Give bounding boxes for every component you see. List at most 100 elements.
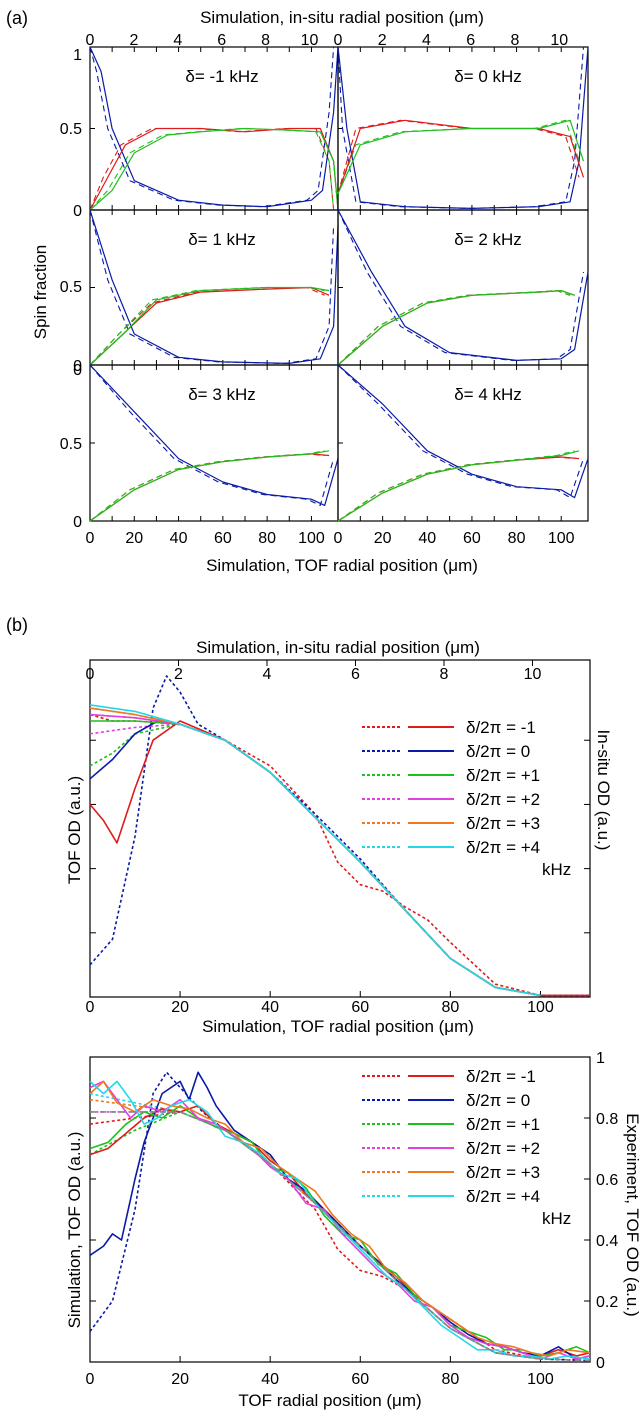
panel-a-top-tick-label: 6 [217,32,226,49]
od-bottom-tick-label: 0 [86,999,95,1016]
spin-green-line [89,286,330,366]
panel-b-bottom-y-right-label: Experiment, TOF OD (a.u.) [623,1113,640,1316]
panel-a-bottom-tick-label: 0 [334,530,343,547]
spin-green-line [337,290,575,366]
panel-a-y-tick-label: 0 [73,203,82,220]
panel-a-top-tick-label: 8 [261,32,270,49]
panel-b-top-axis-label: Simulation, in-situ radial position (μm) [196,638,480,657]
spin-blue-dashed [337,46,585,209]
panel-a-bottom-axis-label: Simulation, TOF radial position (μm) [206,556,478,575]
spin-red-dashed [337,119,580,194]
panel-a-label: (a) [6,8,28,28]
panel-a-y-tick-label: 0.5 [60,121,82,138]
exp-bottom-tick-label: 0 [86,1371,95,1388]
panel-a-bottom-tick-label: 20 [125,530,143,547]
spin-red-line [89,127,339,211]
subplot-title: δ= 4 kHz [454,385,522,404]
od-bottom-tick-label: 60 [351,999,369,1016]
spin-subplot [89,364,339,522]
subplot-title: δ= 0 kHz [454,67,522,86]
od-top-tick-label: 4 [263,666,272,683]
od-top-tick-label: 0 [86,666,95,683]
spin-blue-line [89,364,339,506]
panel-a-top-tick-label: 6 [466,32,475,49]
od-legend-label: δ/2π = +2 [466,790,540,809]
od-legend-label: δ/2π = +4 [466,838,540,857]
exp-series-orange-solid [89,1080,591,1357]
panel-a-top-tick-label: 2 [129,32,138,49]
panel-b-bottom-x-label: TOF radial position (μm) [238,1391,421,1410]
subplot-title: δ= 1 kHz [188,230,256,249]
spin-red-dashed [89,286,325,366]
panel-a-top-tick-label: 0 [334,32,343,49]
od-top-tick-label: 6 [351,666,360,683]
od-top-tick-label: 2 [174,666,183,683]
exp-series-cyan-dotted [89,1092,541,1360]
od-bottom-tick-label: 100 [527,999,554,1016]
exp-right-tick-label: 0.8 [596,1111,618,1128]
spin-blue-dashed [89,364,335,506]
od-legend-label: δ/2π = 0 [466,742,530,761]
od-legend-unit: kHz [542,860,571,879]
spin-green-dashed [89,286,325,366]
spin-red-line [337,119,585,194]
exp-legend-label: δ/2π = 0 [466,1091,530,1110]
panel-a-top-tick-label: 2 [378,32,387,49]
spin-red-dashed [89,127,335,211]
spin-blue-dashed [337,364,585,499]
od-legend-label: δ/2π = -1 [466,718,536,737]
od-frame [89,659,591,998]
spin-blue-line [89,46,339,208]
spin-green-dashed [89,450,325,522]
od-plot [89,659,591,998]
od-series-green-solid [90,720,541,997]
od-series-magenta-dotted [89,723,541,997]
panel-a-bottom-tick-label: 80 [508,530,526,547]
panel-a-y-tick-label: 1 [73,47,82,64]
spin-green-dashed [89,127,335,211]
spin-green-line [89,127,339,211]
spin-green-line [337,450,580,522]
panel-a-bottom-tick-label: 40 [170,530,188,547]
panel-a-top-tick-label: 0 [86,32,95,49]
panel-a-y-tick-label: 0.5 [60,279,82,296]
od-series-green-dotted [89,723,541,997]
od-top-tick-label: 10 [524,666,542,683]
exp-frame [89,1056,591,1363]
subplot-title: δ= 3 kHz [188,385,256,404]
panel-a-bottom-tick-label: 100 [298,530,325,547]
panel-a-top-tick-label: 10 [301,32,319,49]
spin-blue-line [337,209,589,361]
panel-a-y-tick-label: 0 [73,358,82,375]
subplot-title: δ= 2 kHz [454,230,522,249]
panel-a-top-tick-label: 8 [511,32,520,49]
panel-a-top-tick-label: 10 [550,32,568,49]
exp-right-tick-label: 0.4 [596,1233,618,1250]
od-top-tick-label: 8 [440,666,449,683]
od-bottom-tick-label: 40 [261,999,279,1016]
panel-a-bottom-tick-label: 100 [548,530,575,547]
od-bottom-tick-label: 80 [441,999,459,1016]
panel-a-y-label: Spin fraction [31,245,50,340]
od-series-red-solid [89,720,590,997]
exp-bottom-tick-label: 20 [171,1371,189,1388]
od-bottom-tick-label: 20 [171,999,189,1016]
od-series-cyan-solid [89,704,541,997]
spin-blue-line [337,364,589,499]
exp-legend-unit: kHz [542,1209,571,1228]
panel-a-y-tick-label: 0 [73,362,82,379]
exp-bottom-tick-label: 100 [527,1371,554,1388]
panel-a-bottom-tick-label: 40 [418,530,436,547]
panel-a-bottom-tick-label: 0 [86,530,95,547]
spin-blue-line [89,209,339,364]
od-series-blue-solid [89,720,541,997]
exp-legend-label: δ/2π = +1 [466,1115,540,1134]
spin-green-dashed [337,119,580,194]
panel-a-y-tick-label: 0.5 [60,436,82,453]
exp-legend-label: δ/2π = +4 [466,1187,540,1206]
exp-bottom-tick-label: 80 [441,1371,459,1388]
panel-a-top-axis-label: Simulation, in-situ radial position (μm) [200,8,484,27]
panel-a-bottom-tick-label: 60 [463,530,481,547]
